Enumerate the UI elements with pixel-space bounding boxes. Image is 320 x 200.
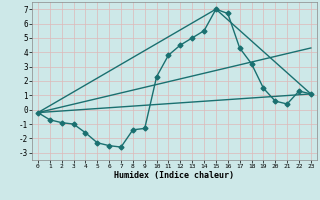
X-axis label: Humidex (Indice chaleur): Humidex (Indice chaleur) [115,171,234,180]
